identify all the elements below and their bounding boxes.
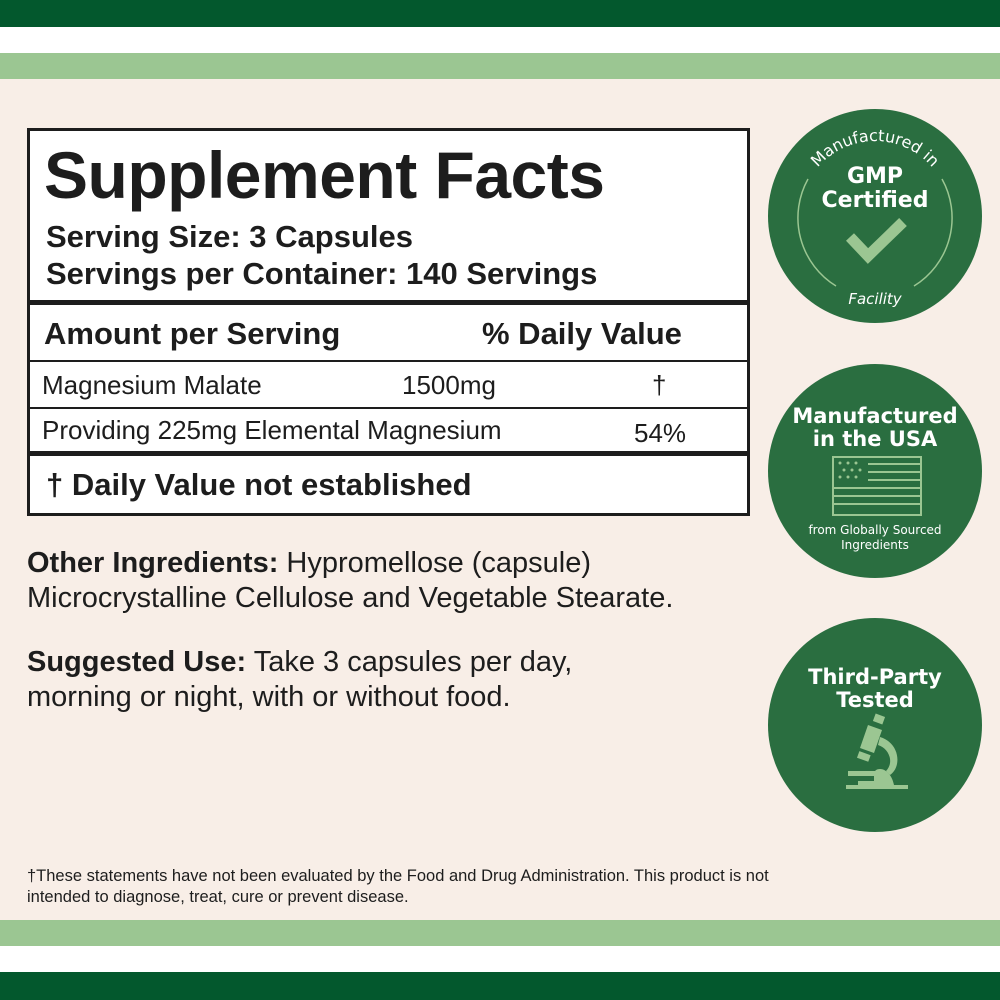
supplement-facts-panel: Supplement Facts Serving Size: 3 Capsule… [27,128,750,516]
badge-title: Manufactured [792,404,958,428]
serving-size: Serving Size: 3 Capsules [46,219,413,254]
badge-ring: Manufactured in Facility [797,126,953,308]
made-in-usa-badge: Manufactured in the USA from Globally So… [768,364,982,578]
other-ingredients-text: Hypromellose (capsule) [278,547,592,579]
divider-thick [30,451,747,456]
suggested-use-line2: morning or night, with or without food. [27,681,511,713]
row-name: Providing 225mg Elemental Magnesium [42,415,502,445]
header-daily-value: % Daily Value [482,316,682,351]
row-amount: 1500mg [402,370,496,400]
microscope-icon [846,713,908,789]
divider [30,360,747,362]
header-amount: Amount per Serving [44,316,341,351]
bottom-light-band [0,920,1000,946]
other-ingredients: Other Ingredients: Hypromellose (capsule… [27,546,673,616]
row-dv: 54% [634,418,687,448]
third-party-tested-badge: Third-Party Tested [768,618,982,832]
top-white-band [0,27,1000,53]
divider-thick [30,300,747,305]
disclaimer: †These statements have not been evaluate… [27,866,769,908]
top-light-band [0,53,1000,79]
suggested-use-label: Suggested Use: [27,646,247,678]
other-ingredients-line2: Microcrystalline Cellulose and Vegetable… [27,582,674,614]
checkmark-icon [846,218,907,264]
disclaimer-line1: †These statements have not been evaluate… [27,867,769,885]
badge-title: in the USA [812,427,938,451]
badge-title: Certified [821,188,929,213]
row-name: Magnesium Malate [42,370,262,400]
facts-footnote: † Daily Value not established [46,467,472,502]
badge-title: Tested [836,688,914,712]
facts-title: Supplement Facts [44,138,605,212]
us-flag-icon [832,456,922,516]
badge-title: Third-Party [808,665,942,689]
row-dv: † [652,370,667,400]
other-ingredients-label: Other Ingredients: [27,547,279,579]
badge-title: GMP [846,164,904,189]
badge-subtitle: from Globally Sourced [808,523,942,537]
disclaimer-line2: intended to diagnose, treat, cure or pre… [27,888,409,906]
arc-bottom-text: Facility [848,290,902,308]
badge-subtitle: Ingredients [841,538,909,552]
servings-per-container: Servings per Container: 140 Servings [46,256,598,291]
suggested-use: Suggested Use: Take 3 capsules per day, … [27,645,572,715]
suggested-use-text: Take 3 capsules per day, [246,646,573,678]
bottom-dark-band [0,972,1000,1000]
divider [30,407,747,409]
top-dark-band [0,0,1000,27]
gmp-certified-badge: Manufactured in Facility GMP Certified [768,109,982,323]
bottom-white-band [0,946,1000,972]
